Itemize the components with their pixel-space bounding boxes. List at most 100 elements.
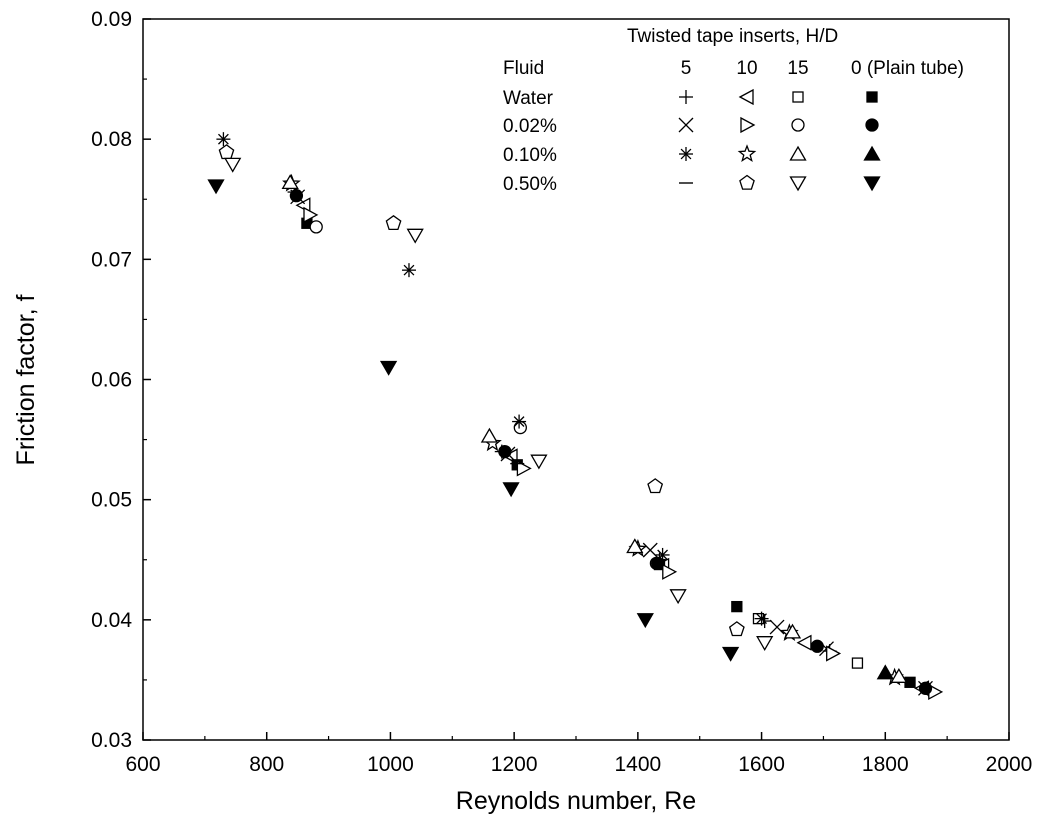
triangle-up-open-marker xyxy=(789,145,807,161)
data-points xyxy=(207,132,944,700)
triangle-up-open-marker xyxy=(890,667,908,683)
triangle-right-open-marker xyxy=(662,563,678,580)
asterisk-marker xyxy=(401,263,416,278)
y-tick-label: 0.03 xyxy=(91,729,132,752)
circle-filled-marker xyxy=(865,118,879,132)
triangle-down-open-marker xyxy=(406,228,424,244)
series-group xyxy=(290,189,933,696)
triangle-right-open-marker xyxy=(516,460,532,477)
series-group xyxy=(207,179,740,662)
asterisk-marker xyxy=(679,147,693,161)
series-group xyxy=(295,197,930,697)
circle-filled-marker xyxy=(810,639,824,653)
x-tick-label: 1000 xyxy=(367,753,414,776)
x-marker xyxy=(769,619,785,635)
triangle-up-filled-marker xyxy=(876,664,894,680)
circle-filled-marker xyxy=(498,444,512,459)
series-group xyxy=(282,173,904,686)
triangle-left-open-marker xyxy=(738,88,754,106)
series-group xyxy=(289,188,933,695)
square-filled-marker xyxy=(866,91,878,103)
circle-open-marker xyxy=(309,220,323,234)
triangle-down-open-marker xyxy=(669,589,687,605)
y-tick-label: 0.09 xyxy=(91,8,132,31)
asterisk-marker xyxy=(512,414,527,429)
y-axis-label: Friction factor, f xyxy=(12,295,40,466)
legend-hd-header-15: 15 xyxy=(787,58,808,79)
triangle-down-filled-marker xyxy=(721,646,740,662)
x-tick-label: 1600 xyxy=(738,753,785,776)
x-tick-label: 2000 xyxy=(986,753,1033,776)
series-group xyxy=(216,132,769,626)
pentagon-open-marker xyxy=(647,478,664,494)
triangle-down-filled-marker xyxy=(636,613,654,629)
x-tick-label: 600 xyxy=(125,753,160,776)
triangle-up-open-marker xyxy=(281,174,299,190)
x-axis-label: Reynolds number, Re xyxy=(456,787,696,815)
legend-fluid-0-02: 0.02% xyxy=(503,116,557,137)
axis-tick-labels: 600 800 1000 1200 1400 1600 1800 2000 0.03 0.04 0.… xyxy=(91,8,1032,776)
legend-fluid-0-50: 0.50% xyxy=(503,174,557,195)
triangle-right-open-marker xyxy=(303,206,319,223)
triangle-down-open-marker xyxy=(224,157,242,173)
y-tick-label: 0.07 xyxy=(91,248,132,271)
y-tick-label: 0.08 xyxy=(91,128,132,151)
triangle-left-open-marker xyxy=(796,634,812,651)
triangle-up-open-marker xyxy=(626,538,644,554)
circle-open-marker xyxy=(791,118,805,132)
y-tick-label: 0.05 xyxy=(91,489,132,512)
x-marker xyxy=(642,542,658,558)
legend-fluid-header: Fluid xyxy=(503,58,544,79)
triangle-down-filled-marker xyxy=(379,360,398,376)
legend-markers xyxy=(678,88,881,192)
asterisk-marker xyxy=(655,547,670,562)
triangle-down-open-marker xyxy=(789,176,807,192)
series-group xyxy=(281,174,908,683)
circle-filled-marker xyxy=(651,556,665,571)
legend-hd-header-5: 5 xyxy=(681,58,692,79)
series-group xyxy=(224,157,774,652)
legend: Twisted tape inserts, H/D Fluid 5 10 15 … xyxy=(503,26,964,195)
triangle-down-open-marker xyxy=(530,454,548,470)
triangle-down-filled-marker xyxy=(207,179,225,195)
triangle-down-filled-marker xyxy=(502,482,520,498)
square-filled-marker xyxy=(731,600,743,613)
triangle-up-open-marker xyxy=(480,427,499,443)
series-group xyxy=(301,217,916,688)
series-group xyxy=(876,664,894,680)
axis-ticks xyxy=(142,18,1010,741)
legend-fluid-0-10: 0.10% xyxy=(503,145,557,166)
triangle-up-open-marker xyxy=(783,623,802,639)
square-open-marker xyxy=(851,657,864,669)
triangle-right-open-marker xyxy=(740,116,756,134)
x-tick-label: 800 xyxy=(249,753,284,776)
triangle-down-filled-marker xyxy=(863,176,881,192)
y-tick-label: 0.06 xyxy=(91,369,132,392)
square-open-marker xyxy=(792,91,804,103)
x-tick-label: 1200 xyxy=(491,753,538,776)
star-open-marker xyxy=(737,144,757,162)
asterisk-marker xyxy=(216,132,231,147)
series-group xyxy=(309,220,664,571)
triangle-up-filled-marker xyxy=(863,145,881,161)
series-group xyxy=(303,206,944,700)
legend-hd-header-10: 10 xyxy=(736,58,757,79)
circle-filled-marker xyxy=(918,681,933,695)
x-marker xyxy=(678,117,694,133)
asterisk-marker xyxy=(754,611,769,626)
pentagon-open-marker xyxy=(218,144,235,160)
triangle-down-open-marker xyxy=(756,636,774,652)
pentagon-open-marker xyxy=(739,174,755,190)
x-tick-label: 1400 xyxy=(614,753,661,776)
x-tick-label: 1800 xyxy=(862,753,909,776)
triangle-right-open-marker xyxy=(826,645,842,662)
legend-fluid-water: Water xyxy=(503,88,554,109)
series-group xyxy=(287,185,936,697)
y-tick-label: 0.04 xyxy=(91,609,132,632)
plot-frame xyxy=(142,18,1010,741)
circle-filled-marker xyxy=(289,188,304,203)
legend-hd-header-0: 0 (Plain tube) xyxy=(851,58,964,79)
pentagon-open-marker xyxy=(385,214,402,231)
pentagon-open-marker xyxy=(728,621,745,637)
